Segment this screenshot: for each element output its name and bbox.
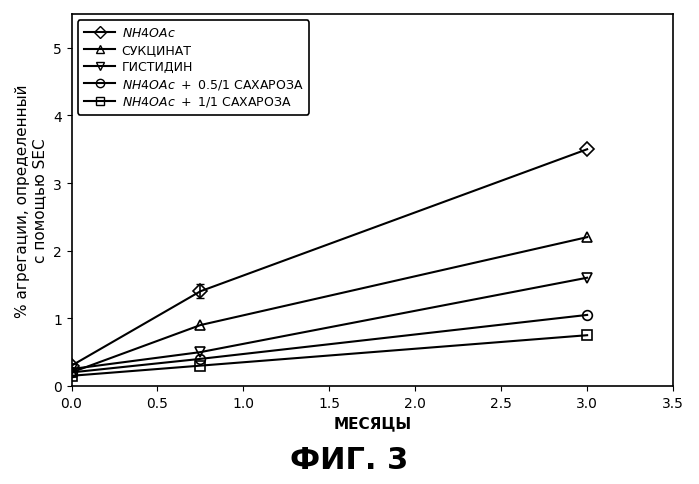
Y-axis label: % агрегации, определенный
с помощью SEC: % агрегации, определенный с помощью SEC	[15, 84, 48, 317]
Legend: $\mathit{NH4OAc}$, СУКЦИНАТ, ГИСТИДИН, $\mathit{NH4OAc\ +\ 0.5/1}$ САХАРОЗА, $\m: $\mathit{NH4OAc}$, СУКЦИНАТ, ГИСТИДИН, $…	[78, 21, 310, 116]
Text: ФИГ. 3: ФИГ. 3	[290, 445, 409, 474]
X-axis label: МЕСЯЦЫ: МЕСЯЦЫ	[333, 415, 412, 430]
